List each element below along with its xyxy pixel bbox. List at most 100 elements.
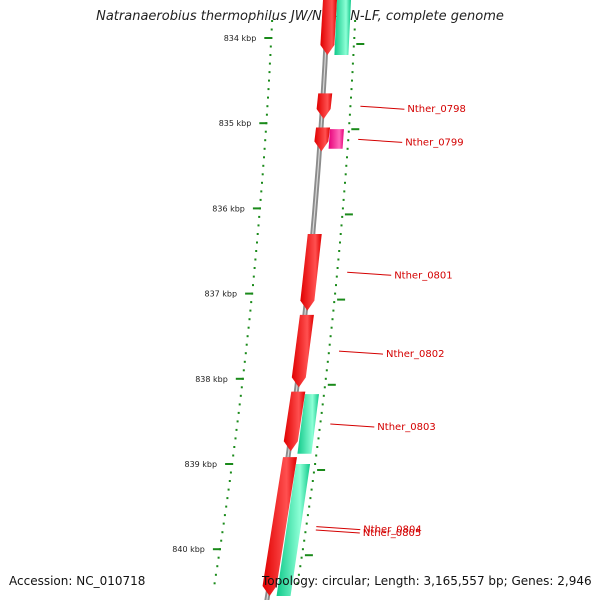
scale-dot-left (221, 531, 224, 534)
kbp-tick-label: 839 kbp (184, 460, 217, 469)
scale-dot-right (349, 105, 352, 108)
scale-dot-left (254, 258, 257, 261)
kbp-tick-label: 840 kbp (172, 545, 205, 554)
scale-dot-left (237, 411, 240, 414)
scale-dot-right (346, 147, 349, 150)
scale-dot-right (306, 514, 309, 517)
scale-dot-left (268, 79, 270, 82)
scale-dot-left (229, 471, 232, 474)
scale-dot-left (264, 139, 267, 142)
gene-label: Nther_0801 (394, 270, 452, 281)
scale-dot-left (232, 454, 235, 457)
scale-dot-left (257, 224, 260, 227)
scale-dot-right (342, 198, 345, 201)
scale-dot-left (271, 20, 274, 22)
scale-dot-right (326, 360, 329, 363)
scale-dot-left (247, 326, 250, 329)
scale-dot-right (312, 471, 315, 474)
scale-dot-right (345, 164, 348, 167)
scale-dot-left (265, 113, 268, 116)
genome-title: Natranaerobius thermophilus JW/NM-WN-LF,… (96, 9, 504, 24)
scale-dot-left (263, 147, 266, 150)
scale-dot-left (234, 437, 237, 440)
scale-dot-left (258, 215, 261, 218)
scale-dot-left (242, 369, 245, 372)
scale-dot-right (335, 284, 337, 287)
topology-label: Topology: circular; Length: 3,165,557 bp… (262, 574, 592, 588)
scale-dot-left (223, 514, 226, 517)
scale-dot-left (253, 267, 256, 269)
scale-dot-right (354, 20, 357, 22)
scale-dot-right (322, 394, 325, 397)
gene-block (262, 457, 297, 597)
scale-dot-left (256, 241, 258, 244)
gene-block (334, 0, 351, 56)
scale-dot-right (348, 122, 351, 125)
scale-dot-left (261, 181, 263, 184)
gene-label-leader (358, 138, 403, 143)
scale-dot-left (267, 96, 269, 99)
scale-dot-left (233, 446, 236, 448)
gene-label-leader (316, 526, 361, 531)
scale-dot-right (315, 454, 318, 457)
scale-dot-left (213, 582, 216, 585)
scale-dot-left (270, 28, 273, 31)
scale-dot-right (340, 224, 343, 227)
scale-dot-right (350, 96, 352, 99)
gene-label: Nther_0802 (386, 349, 444, 360)
scale-dot-right (335, 275, 338, 278)
scale-dot-right (317, 437, 320, 440)
scale-dot-left (266, 105, 269, 108)
scale-dot-right (351, 79, 353, 82)
scale-dot-left (214, 573, 217, 576)
scale-dot-left (255, 250, 258, 252)
scale-dot-left (243, 360, 246, 363)
scale-dot-right (310, 488, 313, 491)
gene-label-leader (347, 271, 392, 276)
scale-dot-right (351, 71, 354, 74)
scale-dot-right (353, 37, 356, 39)
kbp-tick-label: 838 kbp (195, 375, 228, 384)
accession-label: Accession: NC_010718 (9, 574, 146, 588)
gene-block (291, 314, 314, 388)
scale-dot-right (308, 505, 311, 508)
scale-dot-right (337, 258, 340, 261)
scale-dot-right (328, 343, 331, 346)
scale-dot-right (321, 403, 324, 406)
scale-dot-left (248, 318, 251, 321)
scale-dot-left (268, 62, 271, 65)
scale-dot-left (226, 497, 229, 500)
scale-dot-right (334, 292, 337, 295)
scale-dot-right (341, 207, 344, 210)
scale-dot-left (269, 45, 272, 48)
scale-dot-left (269, 54, 272, 56)
scale-dot-left (252, 275, 255, 278)
scale-dot-right (304, 531, 307, 534)
gene-label-leader (338, 350, 384, 355)
gene-block (314, 127, 331, 152)
scale-dot-right (327, 352, 330, 355)
scale-dot-left (268, 71, 271, 74)
scale-dot-right (341, 215, 344, 218)
gene-label: Nther_0805 (363, 528, 421, 539)
scale-dot-right (305, 522, 308, 525)
scale-dot-left (261, 173, 264, 176)
gene-label: Nther_0804 (363, 525, 421, 536)
scale-dot-left (222, 522, 225, 525)
scale-dot-left (249, 309, 252, 312)
scale-dot-right (346, 156, 348, 159)
scale-dot-right (297, 573, 300, 576)
scale-dot-right (309, 497, 312, 500)
scale-dot-right (299, 565, 302, 568)
gene-label: Nther_0798 (407, 104, 465, 115)
scale-dot-right (301, 548, 304, 551)
gene-block (300, 233, 322, 311)
scale-dot-right (336, 267, 339, 269)
scale-dot-right (338, 250, 341, 252)
scale-dot-right (347, 139, 350, 142)
scale-dot-right (351, 62, 354, 65)
gene-block (328, 129, 344, 149)
scale-dot-right (314, 463, 317, 465)
scale-dot-right (318, 428, 321, 431)
